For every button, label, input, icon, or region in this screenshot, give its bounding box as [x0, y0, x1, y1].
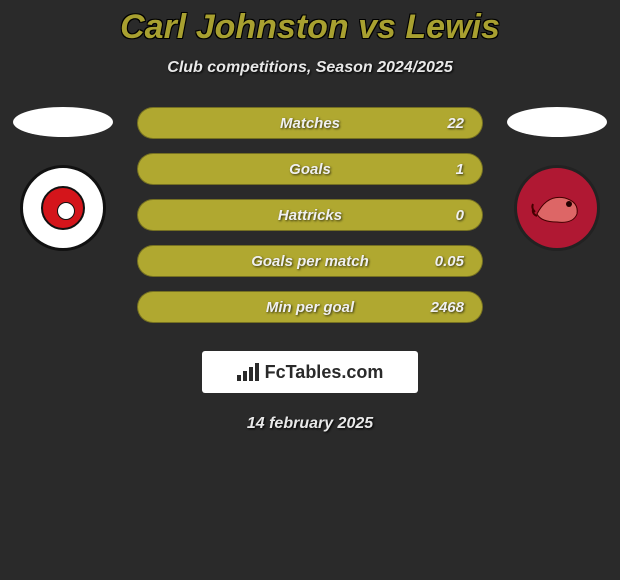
stat-value: 2468 — [431, 299, 464, 316]
stats-list: Matches 22 Goals 1 Hattricks 0 Goals per… — [137, 107, 483, 323]
stat-label: Goals — [289, 161, 331, 178]
footer-brand[interactable]: FcTables.com — [202, 351, 418, 393]
subtitle: Club competitions, Season 2024/2025 — [0, 59, 620, 77]
bar-chart-icon — [237, 363, 259, 381]
footer-brand-text: FcTables.com — [265, 362, 384, 383]
stat-value: 0 — [456, 207, 464, 224]
stat-bar-matches: Matches 22 — [137, 107, 483, 139]
stat-bar-min-per-goal: Min per goal 2468 — [137, 291, 483, 323]
stat-label: Min per goal — [266, 299, 354, 316]
stat-value: 0.05 — [435, 253, 464, 270]
stat-value: 22 — [447, 115, 464, 132]
main-row: Matches 22 Goals 1 Hattricks 0 Goals per… — [0, 107, 620, 323]
morecambe-badge-icon — [514, 165, 600, 251]
stat-value: 1 — [456, 161, 464, 178]
stat-bar-goals: Goals 1 — [137, 153, 483, 185]
stat-bar-hattricks: Hattricks 0 — [137, 199, 483, 231]
snapshot-date: 14 february 2025 — [0, 415, 620, 433]
right-side — [501, 107, 613, 251]
fleetwood-badge-icon — [20, 165, 106, 251]
stat-label: Goals per match — [251, 253, 369, 270]
stat-label: Matches — [280, 115, 340, 132]
stat-bar-goals-per-match: Goals per match 0.05 — [137, 245, 483, 277]
right-player-placeholder — [507, 107, 607, 137]
page-title: Carl Johnston vs Lewis — [0, 8, 620, 47]
left-player-placeholder — [13, 107, 113, 137]
left-side — [7, 107, 119, 251]
stat-label: Hattricks — [278, 207, 342, 224]
comparison-card: Carl Johnston vs Lewis Club competitions… — [0, 0, 620, 433]
